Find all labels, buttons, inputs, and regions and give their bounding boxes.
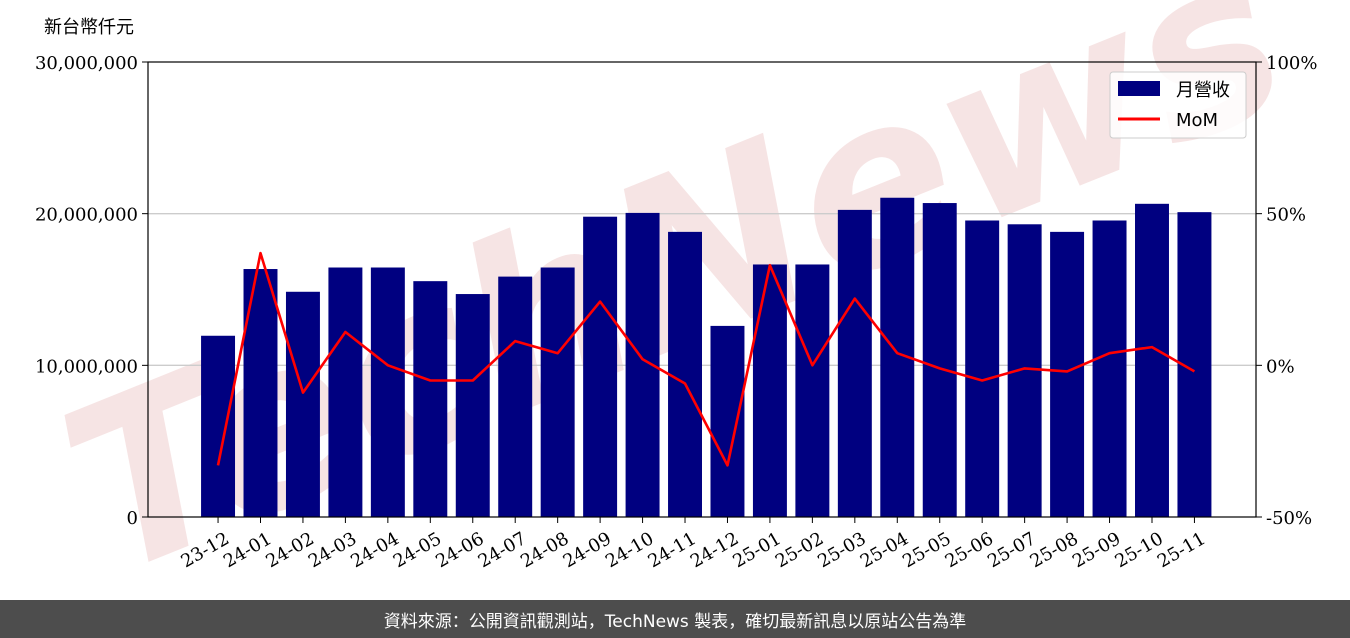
y-unit-label: 新台幣仟元: [44, 17, 134, 38]
left-tick-label: 20,000,000: [35, 205, 138, 226]
left-tick-label: 30,000,000: [35, 53, 138, 74]
bar-25-09: [1092, 220, 1127, 517]
legend-label-revenue: 月營收: [1176, 80, 1230, 101]
bar-25-02: [795, 264, 830, 517]
bar-24-09: [583, 216, 618, 517]
x-tick-label: 25-10: [1111, 528, 1166, 572]
mom-series: [216, 251, 1196, 467]
x-tick-label: 25-06: [942, 528, 997, 572]
right-tick-label: -50%: [1266, 508, 1312, 529]
x-tick-label: 25-05: [899, 528, 954, 572]
x-tick-label: 25-04: [857, 528, 912, 572]
source-footer: 資料來源：公開資訊觀測站，TechNews 製表，確切最新訊息以原站公告為準: [0, 600, 1350, 638]
mom-line: [216, 251, 1196, 467]
x-tick-label: 24-11: [644, 528, 699, 572]
x-tick-label: 25-01: [729, 528, 784, 572]
bar-24-07: [498, 276, 533, 517]
bar-25-08: [1050, 231, 1085, 517]
left-tick-label: 0: [127, 508, 138, 529]
left-axis: 0 10,000,000 20,000,000 30,000,000: [35, 53, 148, 529]
bar-25-10: [1135, 203, 1169, 517]
bar-23-12: [201, 335, 236, 517]
legend: 月營收 MoM: [1109, 71, 1247, 139]
legend-bar-swatch: [1118, 81, 1160, 96]
legend-label-mom: MoM: [1176, 110, 1218, 131]
x-tick-label: 25-11: [1154, 528, 1209, 572]
right-tick-label: 100%: [1266, 53, 1317, 74]
bar-24-05: [413, 281, 448, 517]
source-note: 資料來源：公開資訊觀測站，TechNews 製表，確切最新訊息以原站公告為準: [383, 611, 967, 632]
bar-25-01: [752, 264, 787, 517]
plot-frame: [147, 61, 1257, 518]
bar-24-02: [285, 291, 320, 517]
right-tick-label: 0%: [1266, 356, 1295, 377]
x-tick-label: 24-09: [560, 528, 615, 572]
x-tick-label: 24-06: [432, 528, 487, 572]
x-tick-label: 24-12: [687, 528, 742, 572]
x-tick-label: 25-08: [1027, 528, 1082, 572]
bar-24-08: [540, 267, 575, 517]
revenue-chart: TechNews 新台幣仟元 010,000,00020,000,00030,0…: [32, 0, 1320, 600]
x-tick-label: 25-02: [772, 528, 827, 572]
bar-25-03: [837, 209, 872, 517]
bar-24-06: [455, 294, 490, 517]
x-tick-label: 25-09: [1069, 528, 1124, 572]
bar-24-03: [328, 267, 363, 517]
bar-24-12: [710, 325, 745, 517]
x-tick-label: 24-05: [390, 528, 445, 572]
bar-25-06: [965, 220, 1000, 517]
left-tick-label: 10,000,000: [35, 356, 138, 377]
x-tick-label: 24-08: [517, 528, 572, 572]
x-tick-label: 24-07: [475, 528, 530, 572]
right-tick-label: 50%: [1266, 205, 1306, 226]
x-tick-label: 24-10: [602, 528, 657, 572]
bar-24-11: [668, 231, 702, 517]
x-tick-label: 25-07: [984, 528, 1039, 572]
right-axis: -50% 0% 50% 100%: [1256, 53, 1317, 529]
bar-24-04: [370, 267, 405, 517]
x-tick-label: 25-03: [814, 528, 869, 572]
bar-25-05: [922, 203, 957, 518]
